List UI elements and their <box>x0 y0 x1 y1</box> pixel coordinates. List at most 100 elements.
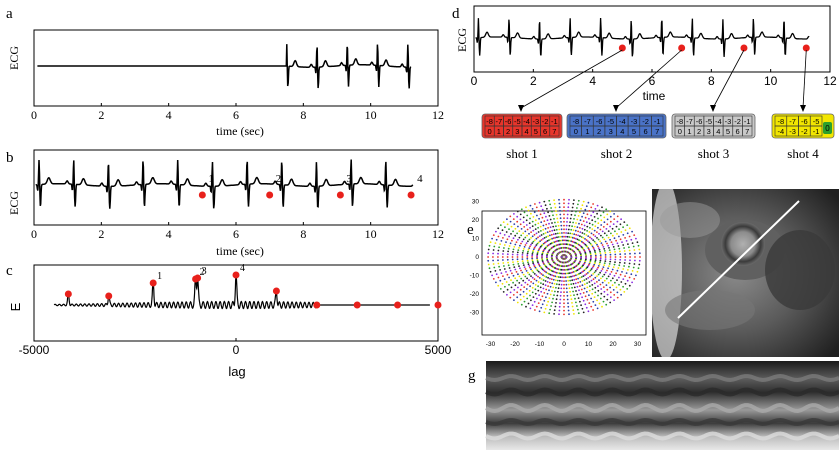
ytick-label: 0 <box>475 254 479 261</box>
panel-g-label: g <box>468 368 476 384</box>
spoke <box>516 210 612 304</box>
panel-d-arrows <box>518 49 807 112</box>
xtick-label: 10 <box>365 108 377 122</box>
marker-label: 3 <box>346 173 352 185</box>
shot-cell-value: -4 <box>619 117 626 126</box>
shot-cell-value: 1 <box>585 127 589 136</box>
xtick-label: 5000 <box>425 343 452 357</box>
spoke <box>548 199 580 315</box>
shot-cell-value: -3 <box>789 127 796 136</box>
panel-c-correlation-trace <box>53 274 430 310</box>
spoke <box>502 221 626 293</box>
shot-block-3: -8 -7 -6 -5 -4 -3 -2 -1 0 1 2 3 4 5 6 7 shot 3 <box>671 113 756 161</box>
shot-cell-value: -3 <box>533 117 540 126</box>
spoke <box>509 215 619 299</box>
shot-cell-value: 0 <box>488 127 492 136</box>
shot-cell-value: -7 <box>496 117 503 126</box>
spoke <box>558 198 570 316</box>
panel-b-axes <box>33 149 439 226</box>
panel-e-ticks: -30 -20 -10 0 10 20 30 30 20 10 0 -10 -20 -30 <box>470 199 642 349</box>
shot-cell-value: 4 <box>716 127 720 136</box>
xtick-label: 0 <box>233 343 240 357</box>
panel-a-xticks: 0 2 4 6 8 10 12 <box>31 103 444 122</box>
shot-extra-value: 0 <box>825 124 830 133</box>
spoke <box>487 252 641 262</box>
marker-dot <box>678 44 686 52</box>
peak-dot <box>105 292 113 300</box>
xtick-label: 10 <box>365 227 377 241</box>
shot-cell-value: -1 <box>654 117 661 126</box>
spoke <box>516 210 612 304</box>
panel-b-xlabel: time (sec) <box>216 244 264 258</box>
spoke <box>563 198 565 316</box>
panel-d-markers <box>618 44 810 52</box>
peak-dot <box>149 279 157 287</box>
ytick-label: -30 <box>470 310 480 317</box>
peak-dot <box>64 290 72 298</box>
shot-cell-value: 1 <box>497 127 501 136</box>
xtick-label: 4 <box>589 74 596 88</box>
shot-cell-value: -7 <box>686 117 693 126</box>
marker-label: 1 <box>208 173 214 185</box>
xtick-label: 2 <box>98 227 104 241</box>
xtick-label: 0 <box>31 227 37 241</box>
xtick-label: 0 <box>31 108 37 122</box>
marker-label: 4 <box>417 173 423 185</box>
xtick-label: 0 <box>471 74 478 88</box>
shot-cell-value: -1 <box>813 127 820 136</box>
shot-block-2: -8 -7 -6 -5 -4 -3 -2 -1 0 1 2 3 4 5 6 7 shot 2 <box>566 113 667 161</box>
shot-cell-value: -7 <box>789 117 796 126</box>
spoke <box>491 237 637 277</box>
marker-dot <box>618 44 626 52</box>
shot-cell-value: 7 <box>745 127 749 136</box>
xtick-label: 2 <box>530 74 537 88</box>
arrow-head <box>800 105 806 112</box>
marker-dot <box>740 44 748 52</box>
ytick-label: -20 <box>470 291 480 298</box>
panel-d-ylabel: ECG <box>455 28 469 52</box>
shot-label: shot 2 <box>601 146 632 161</box>
panel-a-label: a <box>6 6 13 22</box>
xtick-label: -10 <box>535 341 545 348</box>
shot-cell-value: 3 <box>515 127 519 136</box>
xtick-label: 4 <box>166 227 172 241</box>
panel-b-xticks: 0 2 4 6 8 10 12 <box>31 222 444 241</box>
panel-c-xlabel: lag <box>228 364 245 379</box>
panel-c-markers: 1 23 4 <box>64 263 442 309</box>
spoke <box>509 215 619 299</box>
panel-b-markers: 1 2 3 4 <box>198 173 423 199</box>
spoke <box>487 256 641 258</box>
spoke <box>548 199 580 315</box>
shot-cell-value: 4 <box>525 127 529 136</box>
xtick-label: 6 <box>233 108 239 122</box>
ytick-label: 10 <box>472 236 480 243</box>
shot-block-4: -8 -7 -6 -5 -4 -3 -2 -1 0 shot 4 <box>771 113 835 161</box>
shot-cell-value: 5 <box>726 127 730 136</box>
peak-dot <box>194 274 202 282</box>
shot-cell-value: -1 <box>744 117 751 126</box>
xtick-label: 4 <box>166 108 172 122</box>
shot-extra-cell <box>823 122 832 134</box>
peak-dot <box>434 301 442 309</box>
arrow-head <box>518 105 524 112</box>
shot-cell-value: -2 <box>642 117 649 126</box>
shot-cell-value: 5 <box>534 127 538 136</box>
marker-dot <box>198 191 206 199</box>
shot-cell <box>549 125 560 137</box>
shot-label: shot 1 <box>506 146 537 161</box>
peak-label: 3 <box>202 266 207 277</box>
xtick-label: 20 <box>609 341 617 348</box>
shot-cell-value: -7 <box>584 117 591 126</box>
ytick-label: 30 <box>472 199 480 206</box>
shot-cell <box>809 125 823 137</box>
shot-cell-value: -1 <box>551 117 558 126</box>
panel-e-label: e <box>467 222 474 238</box>
shot-cell-value: -2 <box>542 117 549 126</box>
shot-cell-value: -8 <box>486 117 493 126</box>
spoke <box>529 204 599 310</box>
panel-g-m-mode-image <box>485 361 839 450</box>
shot-cell-value: -3 <box>631 117 638 126</box>
shot-cell-value: 3 <box>609 127 613 136</box>
panel-d-ecg-trace <box>475 17 810 57</box>
